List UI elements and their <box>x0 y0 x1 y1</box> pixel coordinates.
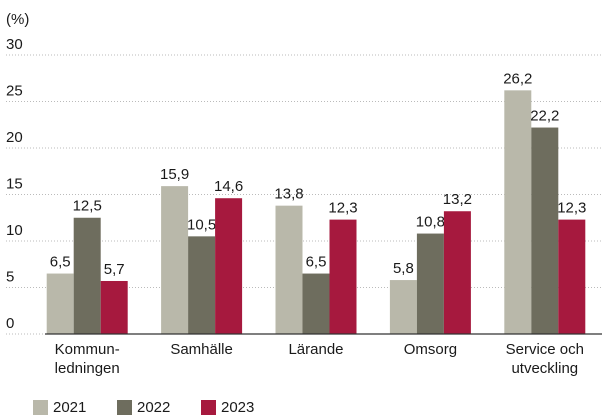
legend-swatch <box>33 400 48 415</box>
legend-label: 2021 <box>53 399 86 416</box>
data-label: 15,9 <box>160 166 189 183</box>
bar <box>46 273 74 334</box>
bar <box>73 217 101 334</box>
bar <box>389 280 417 334</box>
x-tick-label: Omsorg <box>404 341 457 358</box>
data-label: 5,7 <box>104 261 125 278</box>
legend-swatch <box>117 400 132 415</box>
bar <box>275 205 303 334</box>
y-tick-label: 30 <box>6 36 23 53</box>
bar <box>100 280 128 334</box>
bar <box>416 233 444 334</box>
data-label: 13,8 <box>274 186 303 203</box>
x-tick-label: Samhälle <box>170 341 233 358</box>
data-label: 6,5 <box>50 254 71 271</box>
x-tick-label: Lärande <box>288 341 343 358</box>
bar <box>215 198 243 334</box>
data-label: 12,3 <box>328 200 357 217</box>
bar <box>188 236 216 334</box>
bar <box>504 90 532 334</box>
data-label: 22,2 <box>530 108 559 125</box>
legend-label: 2023 <box>221 399 254 416</box>
data-label: 5,8 <box>393 260 414 277</box>
data-label: 10,8 <box>416 214 445 231</box>
x-tick-label: Kommun-ledningen <box>55 341 120 377</box>
bar <box>329 219 357 334</box>
data-label: 6,5 <box>306 254 327 271</box>
x-tick-label: Service och utveckling <box>506 341 584 377</box>
data-label: 14,6 <box>214 178 243 195</box>
legend-label: 2022 <box>137 399 170 416</box>
y-tick-label: 15 <box>6 175 23 192</box>
y-tick-label: 20 <box>6 129 23 146</box>
y-tick-label: 10 <box>6 222 23 239</box>
y-tick-label: 25 <box>6 82 23 99</box>
y-tick-label: 5 <box>6 268 14 285</box>
data-label: 26,2 <box>503 70 532 87</box>
bar <box>443 211 471 334</box>
data-label: 12,3 <box>557 200 586 217</box>
legend-swatch <box>201 400 216 415</box>
data-label: 10,5 <box>187 216 216 233</box>
data-label: 13,2 <box>443 191 472 208</box>
bar <box>558 219 586 334</box>
bar <box>161 186 189 334</box>
bar <box>531 127 559 334</box>
y-axis-label: (%) <box>6 11 29 28</box>
bar <box>302 273 330 334</box>
y-tick-label: 0 <box>6 315 14 332</box>
data-label: 12,5 <box>73 198 102 215</box>
